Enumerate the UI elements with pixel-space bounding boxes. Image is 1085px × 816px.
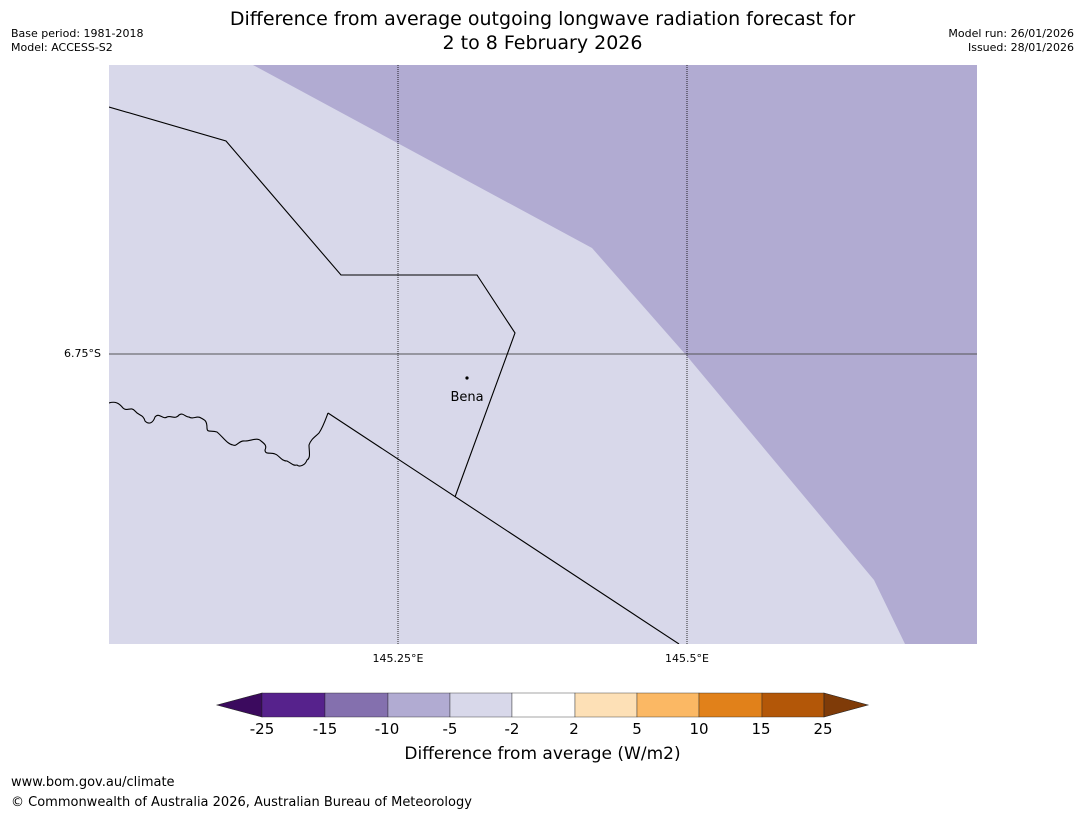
metadata-right: Model run: 26/01/2026 Issued: 28/01/2026 [948, 27, 1074, 55]
forecast-map[interactable]: Bena [109, 65, 977, 644]
colorbar [215, 692, 870, 718]
river-line [109, 401, 329, 467]
colorbar-tick: -10 [374, 720, 400, 738]
chart-title-line2: 2 to 8 February 2026 [442, 32, 643, 54]
colorbar-extend-min [215, 692, 263, 718]
colorbar-tick: 25 [813, 720, 833, 738]
map-band-medium [253, 65, 977, 644]
colorbar-tick: 15 [751, 720, 771, 738]
colorbar-segment-2 [387, 692, 451, 718]
chart-title: Difference from average outgoing longwav… [0, 7, 1085, 55]
province-border-north [109, 106, 516, 498]
colorbar-tick: -25 [249, 720, 275, 738]
colorbar-segment-3 [449, 692, 513, 718]
colorbar-tick: 5 [632, 720, 642, 738]
colorbar-tick: 10 [689, 720, 709, 738]
longitude-label-145-25: 145.25°E [372, 652, 424, 665]
issued-text: Issued: 28/01/2026 [967, 41, 1074, 54]
model-run-text: Model run: 26/01/2026 [948, 27, 1074, 40]
latitude-label: 6.75°S [64, 347, 101, 360]
colorbar-segment-1 [324, 692, 389, 718]
colorbar-tick: -15 [312, 720, 338, 738]
chart-title-line1: Difference from average outgoing longwav… [229, 8, 856, 30]
metadata-left: Base period: 1981-2018 Model: ACCESS-S2 [11, 27, 143, 55]
colorbar-segment-5 [574, 692, 638, 718]
footer-url[interactable]: www.bom.gov.au/climate [11, 775, 175, 790]
colorbar-segment-0 [261, 692, 326, 718]
footer-copyright: © Commonwealth of Australia 2026, Austra… [11, 795, 472, 810]
colorbar-tick: 2 [569, 720, 579, 738]
province-border-south [327, 412, 680, 644]
colorbar-extend-max [823, 692, 870, 718]
colorbar-segment-8 [761, 692, 825, 718]
colorbar-segment-6 [636, 692, 700, 718]
longitude-label-145-5: 145.5°E [665, 652, 709, 665]
colorbar-segment-4 [511, 692, 576, 718]
base-period-text: Base period: 1981-2018 [11, 27, 144, 40]
colorbar-label: Difference from average (W/m2) [404, 744, 681, 764]
town-label: Bena [450, 390, 483, 405]
town-marker [465, 376, 469, 380]
colorbar-tick: -2 [504, 720, 520, 738]
colorbar-segment-7 [698, 692, 763, 718]
model-text: Model: ACCESS-S2 [11, 41, 113, 54]
colorbar-tick: -5 [442, 720, 458, 738]
